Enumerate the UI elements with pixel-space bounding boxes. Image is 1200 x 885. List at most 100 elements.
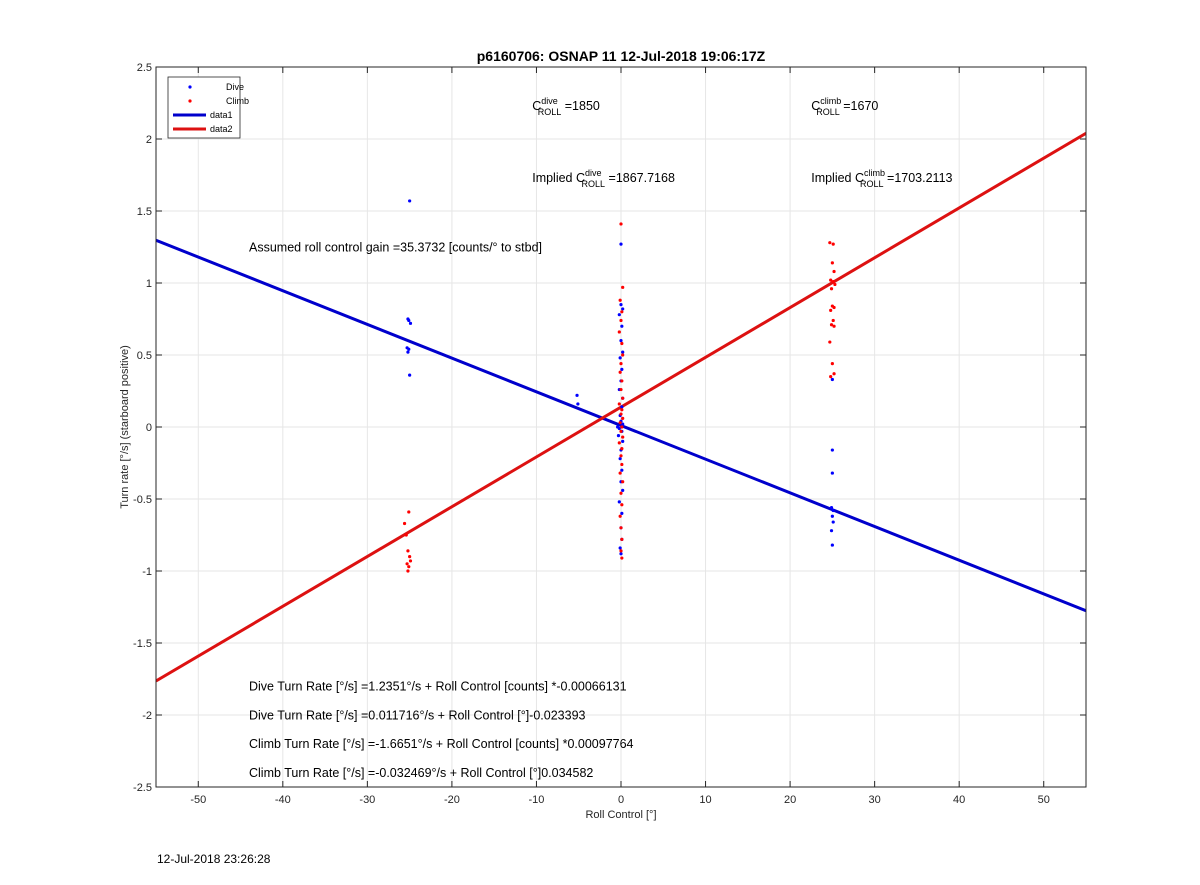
annotation-part: dive bbox=[585, 168, 602, 178]
climb-point bbox=[828, 241, 832, 245]
y-axis-label: Turn rate [°/s] (starboard positive) bbox=[119, 345, 131, 509]
climb-point bbox=[830, 362, 834, 366]
climb-point bbox=[829, 308, 833, 312]
climb-point bbox=[406, 549, 410, 553]
climb-point bbox=[621, 435, 625, 439]
climb-point bbox=[620, 408, 624, 412]
annotation-part: Climb Turn Rate [°/s] =-0.032469°/s + Ro… bbox=[249, 766, 593, 780]
dive-point bbox=[829, 529, 834, 533]
climb-point bbox=[620, 341, 624, 346]
dive-point bbox=[618, 457, 622, 461]
plot-area bbox=[156, 131, 1086, 683]
dive-point bbox=[408, 321, 413, 325]
climb-point bbox=[829, 287, 834, 291]
dive-point bbox=[406, 350, 410, 354]
dive-point bbox=[619, 242, 623, 246]
climb-point bbox=[620, 447, 624, 451]
climb-point bbox=[621, 353, 625, 357]
x-tick-label: 30 bbox=[869, 794, 881, 806]
annotation-part: ROLL bbox=[538, 107, 562, 117]
climb-point bbox=[617, 441, 621, 445]
climb-point bbox=[618, 471, 622, 475]
climb-point bbox=[832, 305, 836, 310]
climb-point bbox=[620, 310, 624, 314]
climb-point bbox=[618, 298, 622, 302]
y-tick-label: -2.5 bbox=[133, 782, 152, 794]
legend-marker bbox=[188, 85, 192, 89]
x-axis-label: Roll Control [°] bbox=[585, 809, 656, 821]
dive-point bbox=[830, 514, 834, 518]
chart-title: p6160706: OSNAP 11 12-Jul-2018 19:06:17Z bbox=[477, 48, 766, 64]
y-tick-label: 2.5 bbox=[137, 62, 152, 74]
dive-point bbox=[620, 511, 624, 515]
legend-label: Dive bbox=[226, 82, 244, 92]
climb-point bbox=[832, 372, 836, 376]
climb-point bbox=[621, 480, 625, 484]
climb-point bbox=[830, 261, 834, 265]
annotation-2: Cclimb ROLL =1670 bbox=[811, 96, 878, 117]
climb-point bbox=[828, 340, 832, 344]
x-tick-label: -10 bbox=[529, 794, 545, 806]
y-tick-label: 2 bbox=[146, 134, 152, 146]
climb-point bbox=[402, 521, 407, 526]
dive-point bbox=[575, 393, 579, 397]
annotation-part: Climb Turn Rate [°/s] =-1.6651°/s + Roll… bbox=[249, 737, 634, 751]
print-timestamp: 12-Jul-2018 23:26:28 bbox=[157, 852, 271, 866]
dive-point bbox=[831, 520, 835, 524]
annotation-part: ROLL bbox=[582, 179, 606, 189]
annotation-part: Dive Turn Rate [°/s] =1.2351°/s + Roll C… bbox=[249, 680, 627, 694]
legend-label: data1 bbox=[210, 110, 233, 120]
annotation-4: Implied Cclimb ROLL =1703.2113 bbox=[811, 168, 952, 189]
dive-point bbox=[621, 488, 625, 492]
annotation-7: Dive Turn Rate [°/s] =0.011716°/s + Roll… bbox=[249, 708, 586, 722]
dive-point bbox=[407, 318, 411, 323]
annotation-part: C bbox=[532, 99, 541, 113]
climb-point bbox=[618, 421, 622, 425]
climb-point bbox=[619, 362, 623, 366]
y-tick-label: -1.5 bbox=[133, 638, 152, 650]
annotation-part: =1867.7168 bbox=[605, 171, 675, 185]
dive-point bbox=[408, 199, 412, 203]
climb-point bbox=[617, 330, 621, 334]
climb-point bbox=[831, 318, 835, 323]
climb-point bbox=[619, 526, 623, 530]
x-tick-label: 10 bbox=[699, 794, 711, 806]
climb-point bbox=[619, 549, 623, 553]
dive-point bbox=[620, 468, 624, 472]
climb-point bbox=[832, 269, 836, 274]
climb-point bbox=[832, 324, 836, 328]
dive-point bbox=[620, 405, 624, 409]
climb-point bbox=[405, 562, 409, 566]
y-tick-label: -2 bbox=[142, 710, 152, 722]
dive-point bbox=[407, 347, 411, 351]
x-tick-label: -20 bbox=[444, 794, 460, 806]
climb-point bbox=[620, 462, 624, 467]
annotation-part: ROLL bbox=[816, 107, 840, 117]
legend-label: Climb bbox=[226, 96, 249, 106]
dive-point bbox=[620, 324, 624, 328]
climb-point bbox=[408, 559, 413, 563]
y-tick-label: -0.5 bbox=[133, 494, 152, 506]
climb-point bbox=[617, 402, 621, 406]
annotation-part: climb bbox=[820, 96, 841, 106]
annotation-part: climb bbox=[864, 168, 885, 178]
annotation-part: Dive Turn Rate [°/s] =0.011716°/s + Roll… bbox=[249, 708, 586, 722]
climb-point bbox=[404, 533, 408, 537]
legend-label: data2 bbox=[210, 124, 233, 134]
x-tick-label: 40 bbox=[953, 794, 965, 806]
climb-point bbox=[406, 569, 410, 573]
dive-point bbox=[830, 471, 834, 475]
climb-point bbox=[619, 222, 623, 226]
dive-point bbox=[619, 339, 623, 343]
climb-point bbox=[620, 379, 624, 383]
dive-point bbox=[616, 434, 621, 438]
dive-point bbox=[621, 439, 625, 443]
annotation-part: =1850 bbox=[561, 99, 600, 113]
annotation-part: Implied C bbox=[532, 171, 585, 185]
x-tick-label: 50 bbox=[1038, 794, 1050, 806]
dive-point bbox=[621, 307, 625, 311]
climb-point bbox=[620, 503, 624, 507]
dive-point bbox=[576, 402, 580, 406]
